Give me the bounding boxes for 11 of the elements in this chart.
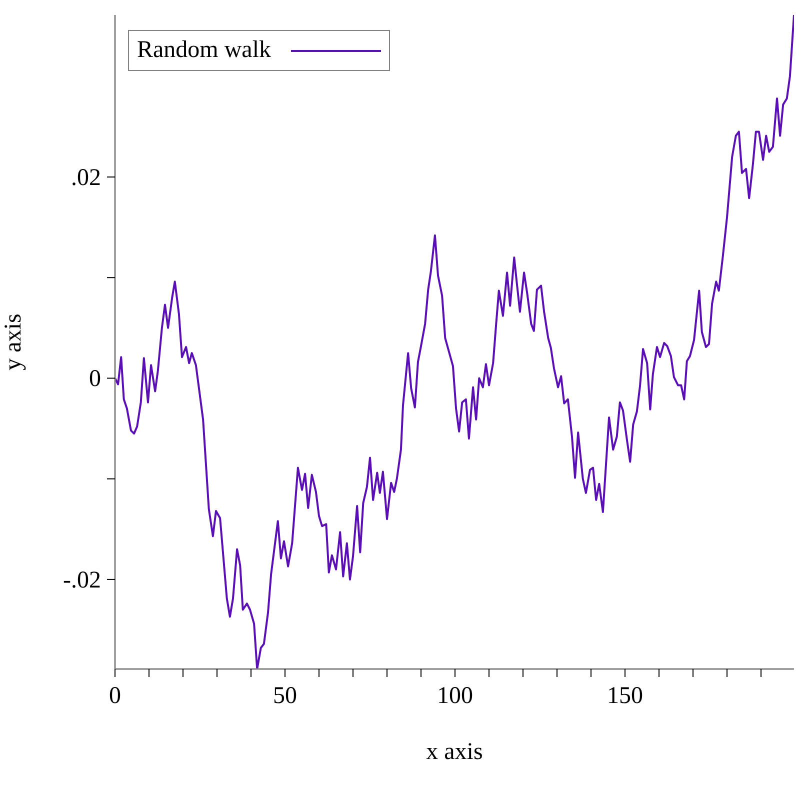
y-tick-label: 0: [89, 366, 101, 392]
y-tick-label: -.02: [63, 567, 101, 594]
x-tick-label: 0: [109, 683, 121, 709]
legend-label: Random walk: [137, 37, 271, 64]
x-axis-title: x axis: [426, 739, 483, 765]
x-tick-label: 100: [437, 683, 474, 709]
x-tick-label: 50: [273, 683, 298, 709]
y-axis-title: y axis: [0, 314, 27, 370]
y-tick-label: .02: [71, 164, 101, 191]
line-series: [115, 15, 794, 669]
x-tick-label: 150: [607, 683, 644, 709]
